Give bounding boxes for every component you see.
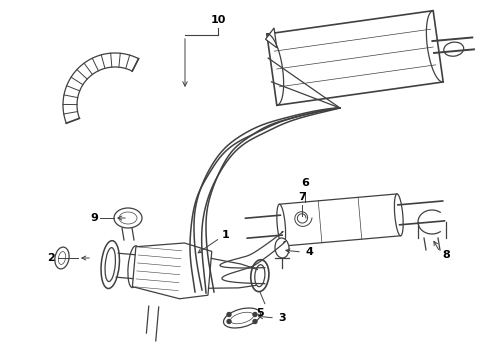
Ellipse shape xyxy=(128,246,141,288)
Ellipse shape xyxy=(101,241,120,288)
Ellipse shape xyxy=(394,194,403,236)
Ellipse shape xyxy=(277,204,286,246)
Ellipse shape xyxy=(275,238,289,258)
Ellipse shape xyxy=(105,248,116,282)
Ellipse shape xyxy=(114,208,142,228)
Ellipse shape xyxy=(444,42,464,56)
Text: 4: 4 xyxy=(305,247,313,257)
Polygon shape xyxy=(266,28,277,48)
Text: 9: 9 xyxy=(90,213,98,223)
Ellipse shape xyxy=(230,312,254,324)
Ellipse shape xyxy=(251,260,269,292)
Ellipse shape xyxy=(58,252,66,265)
Bar xyxy=(279,194,401,246)
Ellipse shape xyxy=(119,212,137,224)
Circle shape xyxy=(227,320,231,324)
Text: 1: 1 xyxy=(222,230,230,240)
Text: 7: 7 xyxy=(298,192,306,202)
Text: 10: 10 xyxy=(210,15,226,25)
Circle shape xyxy=(227,312,231,316)
Text: 2: 2 xyxy=(47,253,55,263)
Ellipse shape xyxy=(255,265,265,287)
Text: 5: 5 xyxy=(256,308,264,318)
Circle shape xyxy=(253,312,257,316)
Ellipse shape xyxy=(223,308,261,328)
Text: 8: 8 xyxy=(442,250,450,260)
Bar xyxy=(267,11,443,105)
Polygon shape xyxy=(132,243,212,299)
Circle shape xyxy=(253,320,257,324)
Text: 6: 6 xyxy=(301,178,309,188)
Ellipse shape xyxy=(55,247,69,269)
Text: 3: 3 xyxy=(278,313,286,323)
